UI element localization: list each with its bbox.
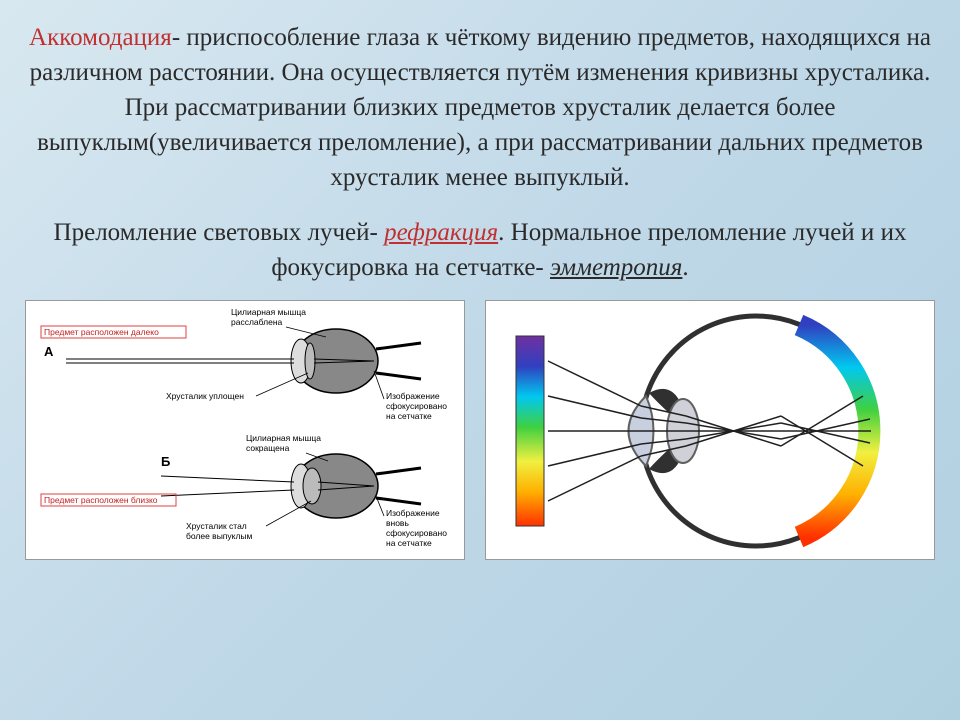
para2-post: . <box>682 254 688 281</box>
refraction-diagram <box>485 300 935 560</box>
eye-far-icon <box>291 329 421 393</box>
label-focused-a: Изображение сфокусировано на сетчатке <box>386 391 449 421</box>
label-a: А <box>44 344 54 359</box>
paragraph-refraction: Преломление световых лучей- рефракция. Н… <box>25 215 935 285</box>
accommodation-diagram: Предмет расположен далеко А Цилиарная мы… <box>25 300 465 560</box>
label-lens-convex: Хрусталик стал более выпуклым <box>186 521 253 541</box>
label-focused-b: Изображение вновь сфокусировано на сетча… <box>386 508 449 548</box>
para2-pre: Преломление световых лучей- <box>54 219 385 246</box>
term-accommodation: Аккомодация <box>29 24 172 51</box>
label-b: Б <box>161 454 170 469</box>
label-far: Предмет расположен далеко <box>44 327 159 337</box>
label-near: Предмет расположен близко <box>44 495 158 505</box>
light-rays-icon <box>548 361 871 501</box>
label-lens-flat: Хрусталик уплощен <box>166 391 244 401</box>
label-muscle-contracted: Цилиарная мышца сокращена <box>246 433 323 453</box>
paragraph-accommodation: Аккомодация- приспособление глаза к чётк… <box>25 20 935 195</box>
spectrum-bar-icon <box>516 336 544 526</box>
term-refraction: рефракция <box>384 219 498 246</box>
label-muscle-relaxed: Цилиарная мышца расслаблена <box>231 307 308 327</box>
term-emmetropia: эмметропия <box>550 254 682 281</box>
